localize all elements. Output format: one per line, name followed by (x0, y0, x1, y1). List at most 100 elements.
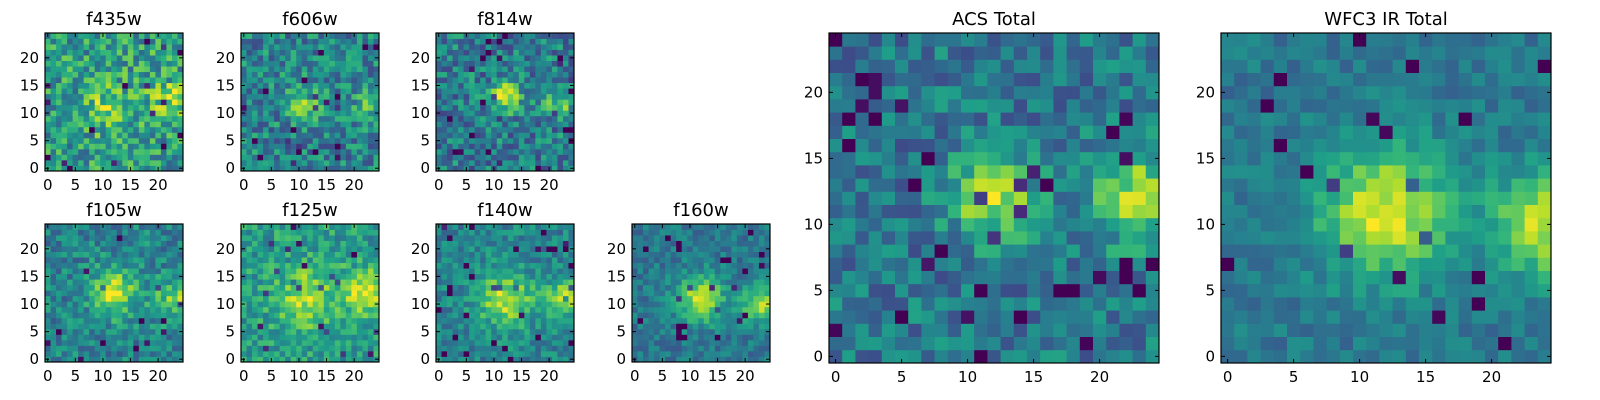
heatmap-cell (61, 339, 68, 346)
heatmap-cell (568, 159, 575, 166)
heatmap-cell (895, 165, 909, 179)
heatmap-cell (692, 279, 699, 286)
heatmap-cell (469, 268, 476, 275)
heatmap-cell (753, 301, 760, 308)
heatmap-cell (155, 240, 162, 247)
heatmap-cell (480, 246, 487, 252)
heatmap-cell (78, 49, 85, 56)
heatmap-cell (485, 356, 492, 363)
heatmap-cell (709, 334, 716, 341)
heatmap-cell (758, 251, 765, 258)
heatmap-cell (89, 301, 96, 308)
heatmap-cell (138, 328, 145, 335)
heatmap-cell (540, 165, 547, 172)
heatmap-cell (518, 60, 525, 67)
heatmap-cell (687, 312, 694, 319)
heatmap-cell (485, 121, 492, 128)
heatmap-cell (703, 317, 710, 324)
heatmap-cell (742, 246, 749, 252)
heatmap-cell (452, 137, 459, 144)
heatmap-cell (72, 306, 79, 313)
heatmap-cell (334, 317, 341, 324)
heatmap-cell (643, 251, 649, 258)
heatmap-cell (50, 301, 57, 308)
heatmap-cell (698, 306, 705, 313)
heatmap-cell (127, 60, 134, 67)
heatmap-cell (111, 323, 118, 330)
heatmap-cell (111, 301, 118, 308)
heatmap-cell (742, 312, 749, 319)
heatmap-cell (485, 306, 492, 313)
heatmap-cell (1093, 323, 1107, 337)
heatmap-cell (1079, 323, 1094, 337)
heatmap-cell (692, 328, 699, 335)
heatmap-cell (643, 279, 649, 286)
heatmap-cell (736, 356, 743, 363)
heatmap-cell (474, 121, 481, 128)
heatmap-cell (127, 55, 134, 61)
heatmap-cell (166, 126, 173, 133)
heatmap-cell (323, 159, 330, 166)
heatmap-cell (681, 356, 688, 363)
heatmap-cell (257, 224, 264, 230)
heatmap-cell (285, 82, 292, 89)
heatmap-cell (94, 246, 101, 252)
heatmap-cell (89, 60, 96, 67)
heatmap-cell (373, 126, 380, 133)
heatmap-cell (452, 71, 459, 78)
heatmap-cell (160, 99, 167, 106)
heatmap-cell (557, 251, 564, 258)
heatmap-cell (340, 257, 347, 264)
heatmap-cell (133, 126, 140, 133)
heatmap-cell (323, 323, 330, 330)
heatmap-cell (1132, 191, 1147, 205)
heatmap-cell (452, 345, 459, 352)
heatmap-cell (987, 297, 1001, 311)
heatmap-cell (491, 99, 498, 106)
heatmap-cell (100, 328, 107, 335)
heatmap-cell (546, 334, 553, 341)
heatmap-cell (842, 178, 856, 192)
heatmap-cell (334, 224, 341, 230)
heatmap-cell (56, 55, 62, 61)
heatmap-cell (367, 132, 374, 139)
heatmap-cell (160, 350, 167, 357)
heatmap-cell (458, 115, 464, 122)
panel-title: f125w (282, 200, 337, 221)
heatmap-cell (881, 165, 896, 179)
heatmap-cell (155, 115, 162, 122)
heatmap-cell (323, 126, 330, 133)
heatmap-cell (1027, 191, 1041, 205)
heatmap-cell (171, 224, 178, 230)
heatmap-cell (50, 356, 57, 363)
heatmap-cell (524, 55, 531, 61)
heatmap-cell (557, 257, 564, 264)
heatmap-cell (138, 323, 145, 330)
heatmap-cell (747, 251, 754, 258)
heatmap-cell (496, 350, 503, 357)
heatmap-cell (648, 334, 655, 341)
heatmap-cell (241, 240, 247, 247)
heatmap-cell (659, 251, 666, 258)
heatmap-cell (312, 132, 319, 139)
heatmap-cell (94, 159, 101, 166)
heatmap-cell (687, 317, 694, 324)
heatmap-cell (241, 77, 247, 84)
heatmap-cell (155, 306, 162, 313)
heatmap-cell (974, 270, 988, 285)
heatmap-cell (463, 290, 470, 297)
heatmap-cell (513, 295, 520, 302)
heatmap-cell (540, 38, 547, 45)
axes-frame (44, 223, 184, 363)
heatmap-cell (133, 38, 140, 45)
heatmap-cell (367, 257, 374, 264)
heatmap-cell (94, 143, 101, 150)
heatmap-cell (529, 279, 536, 286)
heatmap-cell (452, 77, 459, 84)
heatmap-cell (987, 244, 1001, 258)
heatmap-cell (367, 60, 374, 67)
heatmap-cell (934, 349, 949, 364)
heatmap-cell (643, 284, 649, 291)
heatmap-cell (144, 60, 151, 67)
heatmap-cell (703, 356, 710, 363)
